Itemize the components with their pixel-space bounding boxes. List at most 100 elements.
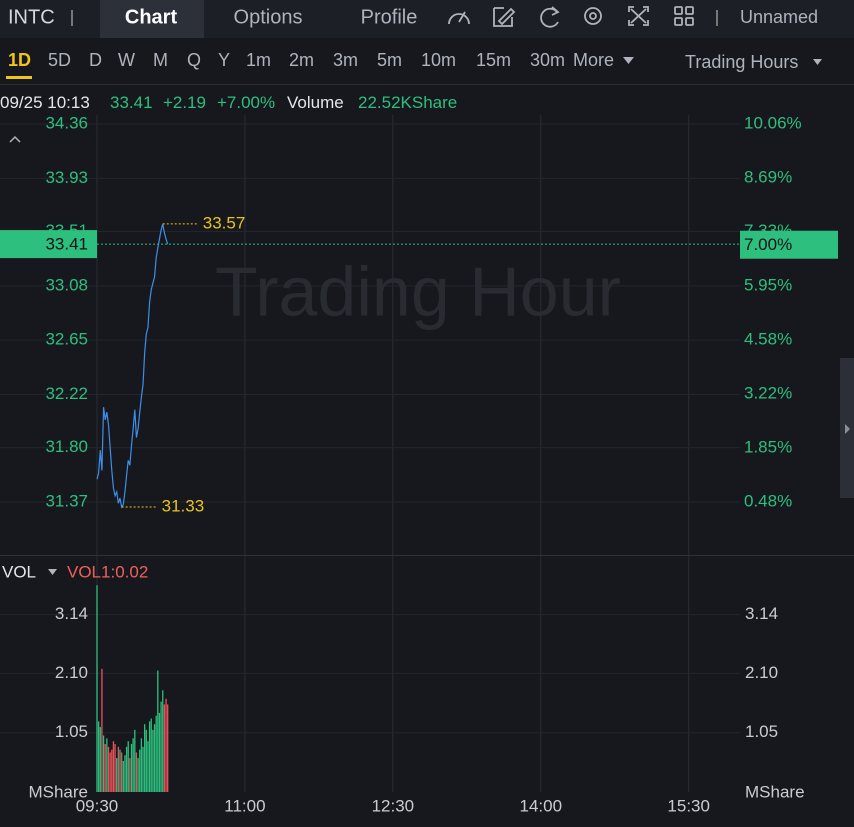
x-tick-label: 09:30 [76, 796, 119, 815]
volume-bar [117, 746, 120, 792]
volume-bar [137, 758, 139, 792]
layout-icon[interactable] [674, 6, 694, 26]
volume-bar [139, 749, 141, 792]
y-tick-label: 32.65 [45, 330, 88, 349]
quote-line: 09/25 10:13 33.41 +2.19 +7.00% Volume 22… [0, 93, 457, 112]
y2-tick-label: 8.69% [744, 168, 792, 187]
volume-bar [125, 746, 128, 792]
period-option[interactable]: Y [218, 50, 230, 70]
volume-bar [119, 749, 121, 792]
volume-bar [163, 704, 166, 792]
y-tick-label: 31.37 [45, 491, 88, 510]
volume-bar [120, 752, 123, 792]
volume-bar [160, 701, 162, 792]
period-option[interactable]: M [153, 50, 168, 70]
y-tick-label: 33.51 [45, 221, 88, 240]
plot: 33.41 7.00% 33.57 31.33 [0, 213, 838, 792]
layout-name[interactable]: Unnamed [740, 7, 818, 27]
x-tick-label: 11:00 [224, 796, 265, 815]
period-option[interactable]: 1D [8, 50, 31, 70]
draw-icon[interactable] [493, 7, 516, 27]
separator [0, 84, 854, 85]
y-tick-label: 2.10 [55, 663, 88, 682]
volume-bar [99, 727, 101, 792]
period-option[interactable]: 30m [530, 50, 565, 70]
volume-bar [152, 729, 154, 792]
period-option[interactable]: 1m [246, 50, 271, 70]
x-tick-label: 14:00 [519, 796, 562, 815]
volume-bar [157, 670, 159, 792]
volume-bar [167, 704, 169, 792]
period-option[interactable]: 5m [377, 50, 402, 70]
settings-icon[interactable] [584, 7, 602, 25]
quote-change: +2.19 [163, 93, 206, 112]
period-option[interactable]: 3m [333, 50, 358, 70]
quote-volume-label: Volume [287, 93, 344, 112]
y2-tick-label: 2.10 [745, 663, 778, 682]
volume-bar [96, 585, 98, 792]
period-option[interactable]: More [573, 50, 614, 70]
quote-volume: 22.52KShare [358, 93, 457, 112]
volume-bar [114, 743, 116, 792]
refresh-icon[interactable] [540, 6, 560, 28]
quote-price: 33.41 [110, 93, 153, 112]
period-option[interactable]: 10m [421, 50, 456, 70]
quote-time: 09/25 10:13 [0, 93, 90, 112]
y-tick-label: 31.80 [45, 437, 88, 456]
y-tick-label: 33.93 [45, 168, 88, 187]
period-bar: 1D 5D D W M Q Y 1m 2m 3m 5m 10m 15m 30m More [6, 50, 634, 79]
period-option[interactable]: W [118, 50, 135, 70]
extreme-label: 33.57 [203, 213, 246, 232]
volume-unit: MShare [745, 782, 805, 801]
symbol: INTC [8, 6, 55, 28]
volume-indicator: VOL1:0.02 [67, 562, 148, 581]
volume-bar [134, 729, 136, 792]
extreme-label: 31.33 [162, 497, 205, 516]
price-line [96, 223, 169, 509]
volume-bar [150, 718, 152, 792]
volume-bar [135, 752, 138, 792]
last-pct-box [740, 230, 838, 259]
volume-bar [130, 743, 133, 792]
divider [71, 10, 73, 26]
volume-unit: MShare [28, 782, 88, 801]
y-tick-label: 33.08 [45, 275, 88, 294]
grid [0, 115, 740, 792]
collapse-icon[interactable] [9, 135, 21, 143]
active-tab-bg [100, 0, 204, 38]
y2-tick-label: 7.33% [744, 221, 792, 240]
volume-bar [124, 755, 126, 792]
volume-bar [155, 715, 157, 792]
volume-bar [148, 721, 151, 792]
quote-change-pct: +7.00% [217, 93, 275, 112]
volume-bar [116, 758, 118, 792]
volume-bar [142, 746, 144, 792]
side-arrow [845, 424, 850, 434]
period-option[interactable]: 15m [476, 50, 511, 70]
watermark: Trading Hour [215, 252, 621, 330]
volume-bar [101, 668, 103, 792]
session-select[interactable]: Trading Hours [685, 52, 798, 72]
y2-tick-label: 1.05 [745, 722, 778, 741]
tab[interactable]: Chart [125, 6, 178, 28]
period-option[interactable]: 5D [48, 50, 71, 70]
tab[interactable]: Profile [361, 6, 418, 28]
volume-bar [104, 743, 106, 792]
period-option[interactable]: D [89, 50, 102, 70]
period-option[interactable]: Q [187, 50, 201, 70]
y2-tick-label: 1.85% [744, 437, 792, 456]
period-option[interactable]: 2m [289, 50, 314, 70]
x-tick-label: 15:30 [667, 796, 710, 815]
volume-title: VOL [2, 562, 36, 581]
volume-bar [158, 712, 161, 792]
volume-bar [112, 741, 115, 792]
volume-bar [111, 749, 113, 792]
indicator-icon[interactable] [448, 11, 470, 25]
active-underline [6, 76, 32, 79]
fullscreen-icon[interactable] [628, 6, 649, 26]
volume-bar [129, 758, 131, 792]
tab[interactable]: Options [234, 6, 303, 28]
y-tick-label: 32.22 [45, 384, 88, 403]
y-tick-label: 34.36 [45, 113, 88, 132]
